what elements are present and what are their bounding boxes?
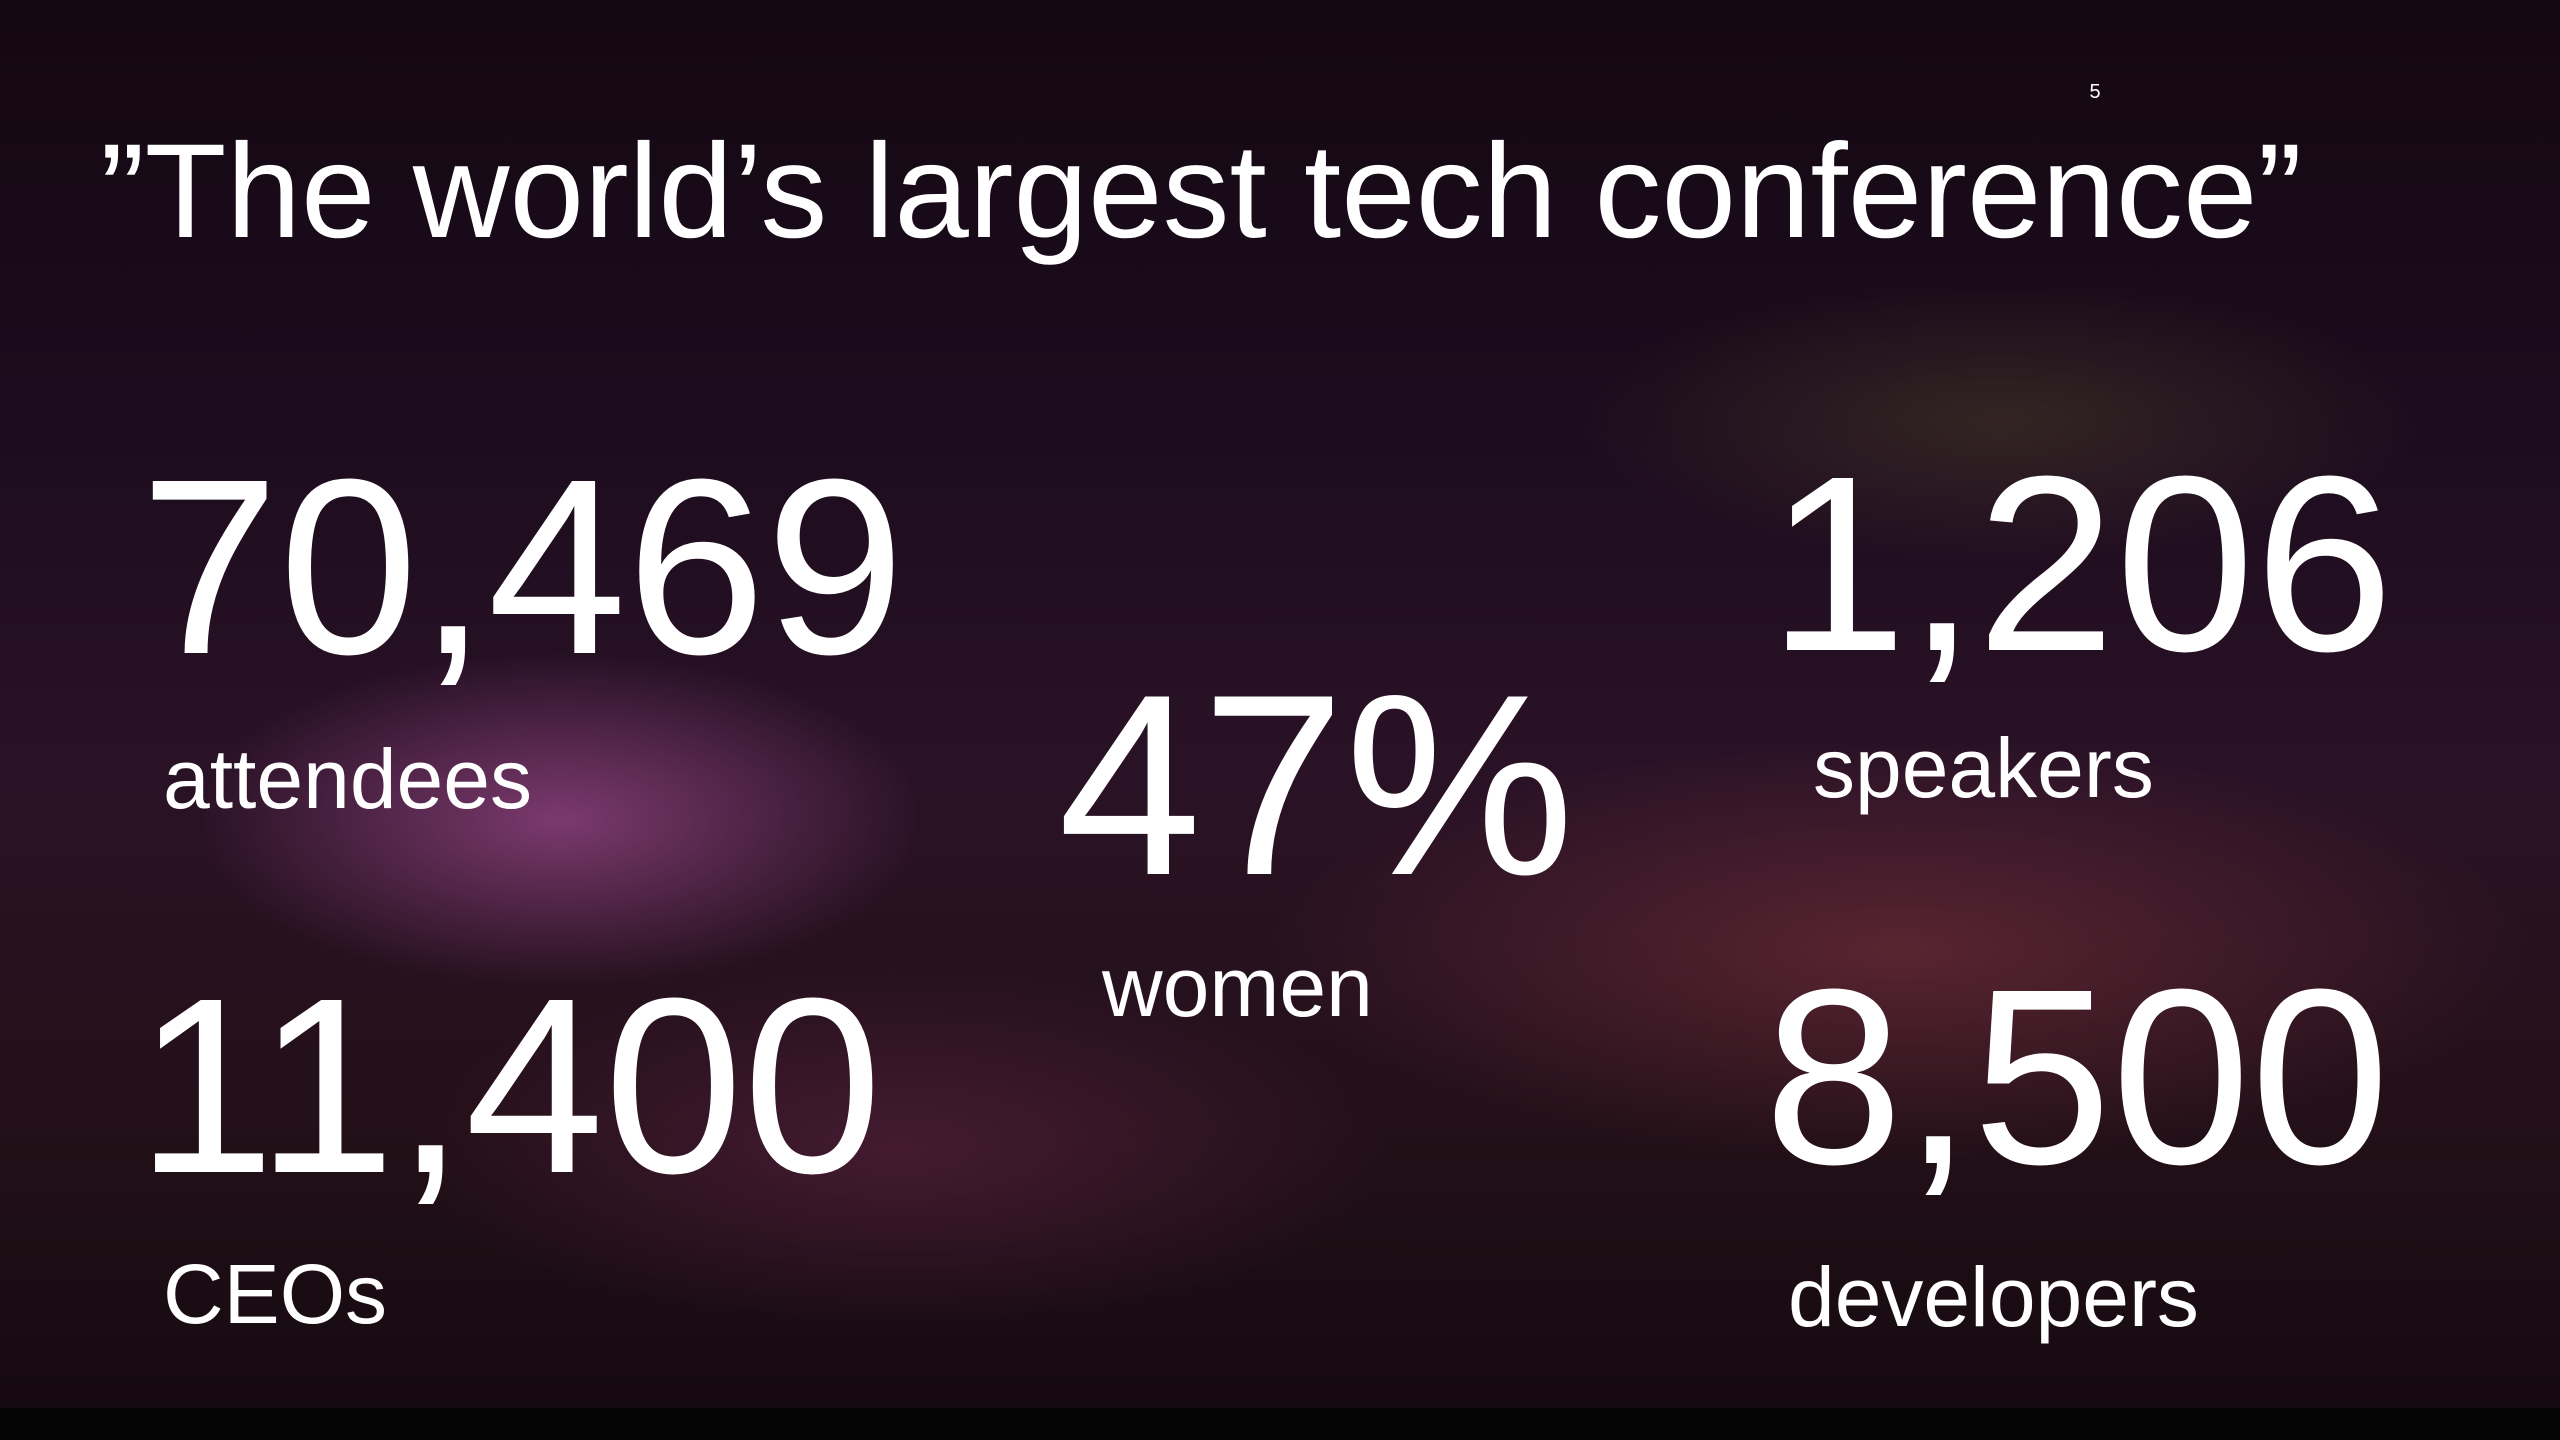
slide-content: 5 ”The world’s largest tech conference” … [0, 0, 2560, 1440]
stat-label: developers [1788, 1250, 2199, 1344]
stat-label: women [1101, 940, 1373, 1034]
slide-title: ”The world’s largest tech conference” [100, 117, 2302, 266]
page-number: 5 [2089, 81, 2100, 103]
stat-number: 11,400 [136, 946, 882, 1225]
stat-number: 70,469 [140, 427, 905, 706]
stat-label: attendees [163, 732, 532, 826]
slide: 5 ”The world’s largest tech conference” … [0, 0, 2560, 1440]
stat-number: 1,206 [1768, 424, 2394, 703]
stat-number: 8,500 [1764, 937, 2390, 1216]
stat-number: 47% [1058, 640, 1574, 929]
stat-label: CEOs [163, 1247, 387, 1341]
stat-label: speakers [1813, 721, 2154, 815]
